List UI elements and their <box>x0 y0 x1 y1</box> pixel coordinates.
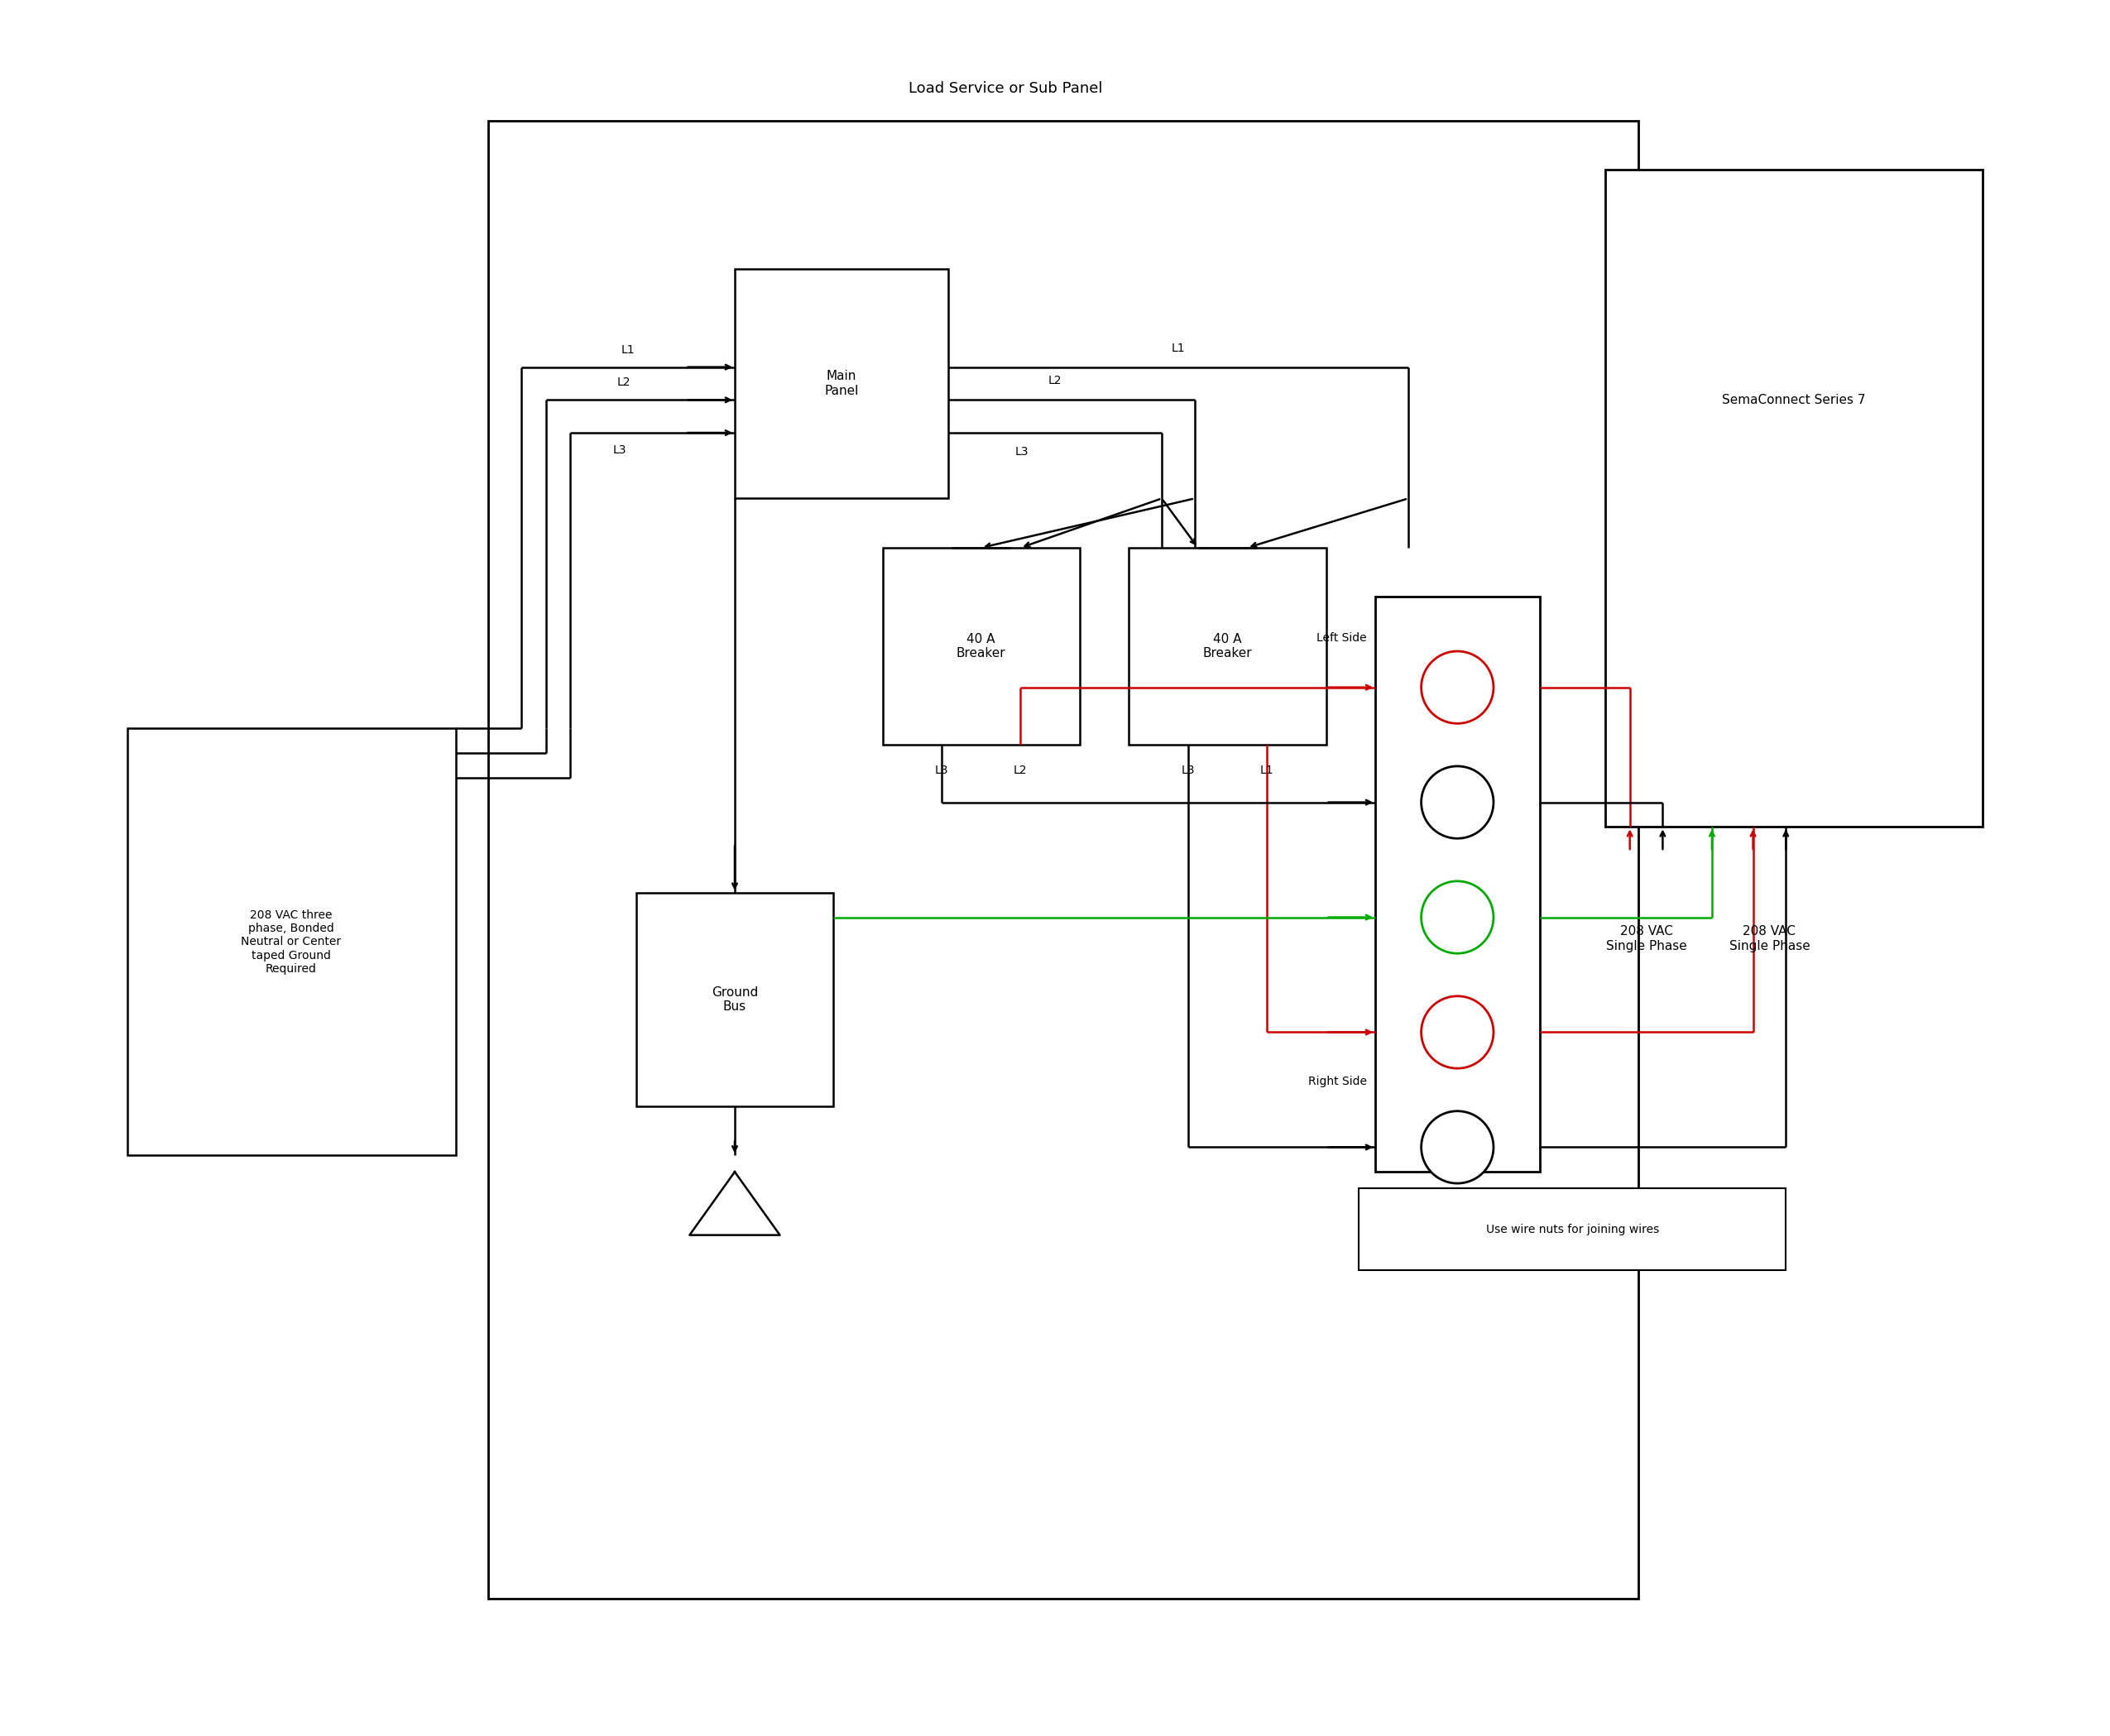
Text: Left Side: Left Side <box>1317 632 1367 644</box>
Text: L1: L1 <box>1171 342 1186 354</box>
Text: SemaConnect Series 7: SemaConnect Series 7 <box>1722 394 1865 406</box>
Text: L3: L3 <box>612 444 627 457</box>
Text: L3: L3 <box>935 764 949 776</box>
Text: Main
Panel: Main Panel <box>825 370 859 398</box>
Circle shape <box>1422 651 1494 724</box>
Bar <box>1606 170 1983 826</box>
Bar <box>487 122 1637 1599</box>
Text: L2: L2 <box>1013 764 1028 776</box>
Text: L2: L2 <box>1049 375 1061 387</box>
Circle shape <box>1422 882 1494 953</box>
Bar <box>734 269 947 498</box>
Circle shape <box>1422 766 1494 838</box>
Text: 208 VAC
Single Phase: 208 VAC Single Phase <box>1606 925 1686 953</box>
Text: Right Side: Right Side <box>1308 1076 1367 1087</box>
Text: L1: L1 <box>620 344 635 356</box>
Text: Ground
Bus: Ground Bus <box>711 986 757 1012</box>
Bar <box>882 549 1080 745</box>
Text: Load Service or Sub Panel: Load Service or Sub Panel <box>909 82 1104 95</box>
Text: L2: L2 <box>616 377 631 389</box>
Text: 40 A
Breaker: 40 A Breaker <box>1203 634 1251 660</box>
Bar <box>1129 549 1325 745</box>
Circle shape <box>1422 1111 1494 1184</box>
Text: L3: L3 <box>1182 764 1194 776</box>
Bar <box>127 729 456 1156</box>
Text: 208 VAC three
phase, Bonded
Neutral or Center
taped Ground
Required: 208 VAC three phase, Bonded Neutral or C… <box>241 910 342 974</box>
Bar <box>1359 1187 1785 1271</box>
Text: 40 A
Breaker: 40 A Breaker <box>956 634 1006 660</box>
Bar <box>637 892 833 1106</box>
Text: 208 VAC
Single Phase: 208 VAC Single Phase <box>1728 925 1810 953</box>
Text: L1: L1 <box>1260 764 1274 776</box>
Text: Use wire nuts for joining wires: Use wire nuts for joining wires <box>1485 1224 1658 1234</box>
Circle shape <box>1422 996 1494 1068</box>
Text: L3: L3 <box>1015 446 1030 458</box>
Bar <box>1376 597 1540 1172</box>
